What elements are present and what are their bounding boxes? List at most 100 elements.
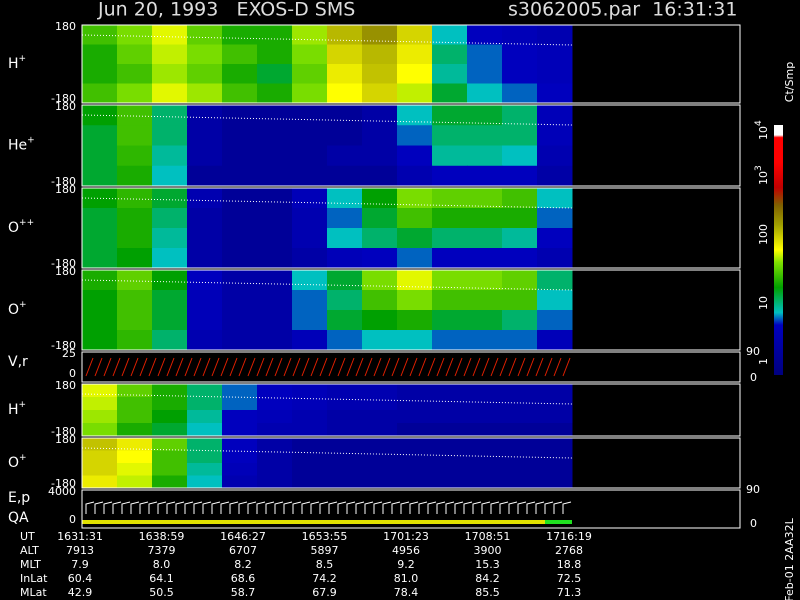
cell	[117, 384, 153, 398]
cell	[257, 310, 293, 331]
cell	[222, 25, 258, 45]
panel-frame	[81, 489, 741, 529]
cell	[292, 270, 328, 291]
cell	[502, 290, 538, 311]
y-tick-label: 180	[55, 20, 76, 33]
y-tick-label: -180	[51, 425, 76, 438]
cell	[327, 64, 363, 84]
cell	[152, 125, 188, 146]
colorbar-label: 1	[757, 358, 770, 365]
cell	[327, 397, 363, 411]
cell	[502, 44, 538, 65]
cell	[362, 25, 398, 45]
cell	[362, 397, 398, 411]
colorbar-label: 10	[757, 296, 770, 310]
row-name: MLT	[20, 558, 41, 571]
cell	[187, 397, 223, 411]
cell	[152, 145, 188, 167]
cell	[502, 438, 538, 451]
cell	[432, 290, 468, 311]
cell	[537, 438, 573, 451]
cell	[222, 208, 258, 229]
cell	[362, 410, 398, 424]
cell	[397, 188, 433, 209]
cell	[397, 145, 433, 167]
cell	[152, 270, 188, 291]
cell	[292, 228, 328, 249]
cell	[292, 397, 328, 411]
panel-label-sup: +	[19, 400, 27, 410]
cell	[537, 423, 573, 437]
cell	[152, 105, 188, 126]
cell-value: 7.9	[71, 558, 89, 571]
cell	[537, 25, 573, 45]
cell	[397, 450, 433, 464]
cell	[502, 310, 538, 331]
cell	[397, 208, 433, 229]
panel-label: E,p	[8, 490, 30, 506]
cell	[327, 145, 363, 167]
cell	[187, 165, 223, 187]
cell	[82, 165, 118, 187]
cell	[82, 410, 118, 424]
cell-value: 6707	[229, 544, 257, 557]
cell	[292, 83, 328, 104]
cell	[362, 310, 398, 331]
cell	[292, 44, 328, 65]
panel-label-base: O	[8, 220, 19, 236]
cell	[467, 410, 503, 424]
cell	[257, 450, 293, 464]
y-tick-label: -180	[51, 477, 76, 490]
cell	[152, 397, 188, 411]
y-tick-label: 180	[55, 433, 76, 446]
cell	[397, 410, 433, 424]
cell	[502, 25, 538, 45]
cell	[117, 248, 153, 269]
cell	[117, 423, 153, 437]
cell	[222, 248, 258, 269]
cell	[397, 83, 433, 104]
cell	[362, 64, 398, 84]
cell	[292, 165, 328, 187]
cell	[292, 410, 328, 424]
cell	[362, 463, 398, 476]
panel-label: He+	[8, 135, 35, 154]
cell	[467, 208, 503, 229]
cell-value: 1638:59	[139, 530, 185, 543]
cell	[537, 450, 573, 464]
cell	[152, 475, 188, 489]
cell-value: 84.2	[475, 572, 500, 585]
cell	[187, 248, 223, 269]
cell	[292, 423, 328, 437]
cell	[327, 330, 363, 351]
cell	[502, 248, 538, 269]
cell	[187, 475, 223, 489]
cell-value: 7913	[66, 544, 94, 557]
cell	[327, 248, 363, 269]
cell	[467, 248, 503, 269]
colorbar	[774, 125, 783, 375]
cell	[432, 188, 468, 209]
panel-label-base: H	[8, 56, 19, 72]
panel-label: QA	[8, 510, 29, 526]
cell	[292, 64, 328, 84]
cell	[397, 438, 433, 451]
cell	[152, 290, 188, 311]
panel-label: O+	[8, 453, 27, 472]
cell	[327, 228, 363, 249]
cell	[537, 228, 573, 249]
cell	[187, 330, 223, 351]
cell	[397, 463, 433, 476]
pitch-trace	[81, 34, 573, 46]
cell	[222, 290, 258, 311]
cell	[187, 64, 223, 84]
row-name: MLat	[20, 586, 47, 599]
cell	[467, 384, 503, 398]
cell	[537, 270, 573, 291]
cell	[257, 25, 293, 45]
cell-value: 1708:51	[465, 530, 511, 543]
panel-label: O+	[8, 300, 27, 319]
cell	[292, 475, 328, 489]
cell	[397, 270, 433, 291]
cell	[502, 105, 538, 126]
